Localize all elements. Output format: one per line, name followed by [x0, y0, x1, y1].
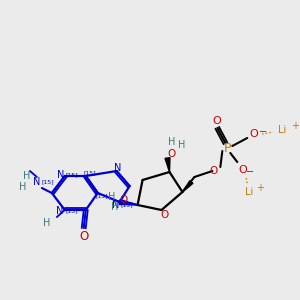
Text: O: O	[119, 195, 128, 205]
Text: N: N	[57, 170, 64, 180]
Text: N: N	[112, 200, 119, 210]
Text: N: N	[114, 163, 121, 173]
Text: [15]: [15]	[65, 208, 78, 214]
Text: H: H	[19, 182, 27, 192]
Text: +: +	[291, 121, 299, 131]
Text: −: −	[259, 127, 267, 137]
Text: O: O	[250, 129, 259, 139]
Text: O: O	[167, 149, 175, 159]
Text: H: H	[168, 137, 175, 147]
Text: [15]: [15]	[120, 202, 133, 208]
Text: [15]: [15]	[95, 194, 108, 199]
Text: O: O	[160, 210, 169, 220]
Text: −: −	[246, 167, 254, 177]
Polygon shape	[119, 200, 138, 205]
Text: +: +	[256, 183, 264, 193]
Text: O: O	[238, 165, 247, 175]
Text: [15]: [15]	[41, 179, 54, 184]
Text: O: O	[79, 230, 88, 242]
Text: O: O	[212, 116, 221, 126]
Text: H: H	[111, 202, 118, 212]
Text: H: H	[23, 171, 31, 181]
Text: H: H	[108, 192, 116, 202]
Text: H: H	[43, 218, 50, 228]
Text: [15]: [15]	[83, 170, 96, 175]
Text: P: P	[224, 142, 231, 154]
Text: N: N	[56, 206, 64, 216]
Polygon shape	[182, 181, 193, 192]
Text: H: H	[178, 140, 185, 150]
Text: N: N	[33, 177, 40, 187]
Text: Li: Li	[245, 187, 254, 197]
Text: [15]: [15]	[65, 172, 78, 178]
Text: Li: Li	[278, 125, 286, 135]
Polygon shape	[165, 158, 170, 172]
Text: O: O	[209, 166, 218, 176]
